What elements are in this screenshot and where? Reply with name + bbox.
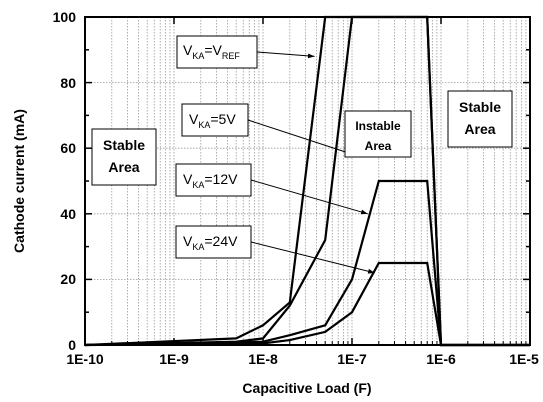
- annotation-arrows: [247, 51, 375, 274]
- series-line-vka-12v: [84, 179, 530, 347]
- y-tick-label: 100: [53, 9, 77, 25]
- stable-area-left-box: [91, 128, 157, 186]
- stable-area-left: Stable Area: [91, 128, 157, 186]
- x-tick-label: 1E-9: [159, 351, 189, 367]
- arrow-v5: [247, 119, 355, 156]
- series-label-v12-text: VKA=12V: [183, 171, 238, 190]
- series-lines: [84, 15, 530, 347]
- arrow-vref: [256, 51, 315, 57]
- x-tick-label: 1E-5: [509, 351, 539, 367]
- instable-area-box: [344, 110, 412, 158]
- arrow-vref-head: [307, 53, 315, 59]
- y-tick-labels: 0 20 40 60 80 100: [53, 9, 77, 353]
- x-tick-labels: 1E-10 1E-9 1E-8 1E-7 1E-6 1E-5: [66, 351, 539, 367]
- plot-frame: [84, 16, 531, 346]
- series-label-v5-text: VKA=5V: [189, 111, 236, 130]
- x-tick-label: 1E-8: [248, 351, 278, 367]
- instable-area: Instable Area: [344, 110, 412, 158]
- y-tick-label: 40: [60, 206, 76, 222]
- series-line-vka-24v: [84, 261, 530, 347]
- series-label-v24: VKA=24V: [175, 225, 252, 259]
- arrow-v12-head: [360, 209, 368, 215]
- series-label-v5-box: [181, 103, 249, 137]
- y-tick-label: 20: [60, 271, 76, 287]
- arrow-v12: [250, 179, 368, 215]
- series-label-vref: VKA=VREF: [176, 35, 258, 69]
- series-label-v12-box: [175, 163, 252, 197]
- series-line-vka-5v: [84, 15, 530, 347]
- stable-area-left-line1: Stable: [103, 137, 145, 153]
- stable-area-right-line1: Stable: [459, 99, 501, 115]
- grid-lines: [85, 17, 530, 345]
- instable-area-line1: Instable: [355, 119, 401, 133]
- arrow-v24: [250, 241, 375, 274]
- y-axis-title: Cathode current (mA): [11, 109, 27, 253]
- stable-area-right-line2: Area: [464, 121, 495, 137]
- arrow-v24-head: [367, 268, 375, 274]
- x-tick-label: 1E-7: [337, 351, 367, 367]
- x-tick-label: 1E-6: [426, 351, 456, 367]
- y-tick-label: 0: [68, 337, 76, 353]
- stable-area-right: Stable Area: [447, 90, 513, 148]
- instable-area-line2: Area: [365, 139, 392, 153]
- series-label-v12: VKA=12V: [175, 163, 252, 197]
- y-tick-label: 80: [60, 75, 76, 91]
- x-axis-title: Capacitive Load (F): [242, 380, 371, 396]
- series-label-vref-text: VKA=VREF: [183, 42, 240, 61]
- series-label-vref-box: [176, 35, 258, 69]
- series-label-v24-box: [175, 225, 252, 259]
- series-label-v24-text: VKA=24V: [183, 233, 238, 252]
- series-label-v5: VKA=5V: [181, 103, 249, 137]
- stable-area-right-box: [447, 90, 513, 148]
- stable-area-left-line2: Area: [108, 159, 139, 175]
- y-tick-label: 60: [60, 140, 76, 156]
- x-tick-label: 1E-10: [66, 351, 104, 367]
